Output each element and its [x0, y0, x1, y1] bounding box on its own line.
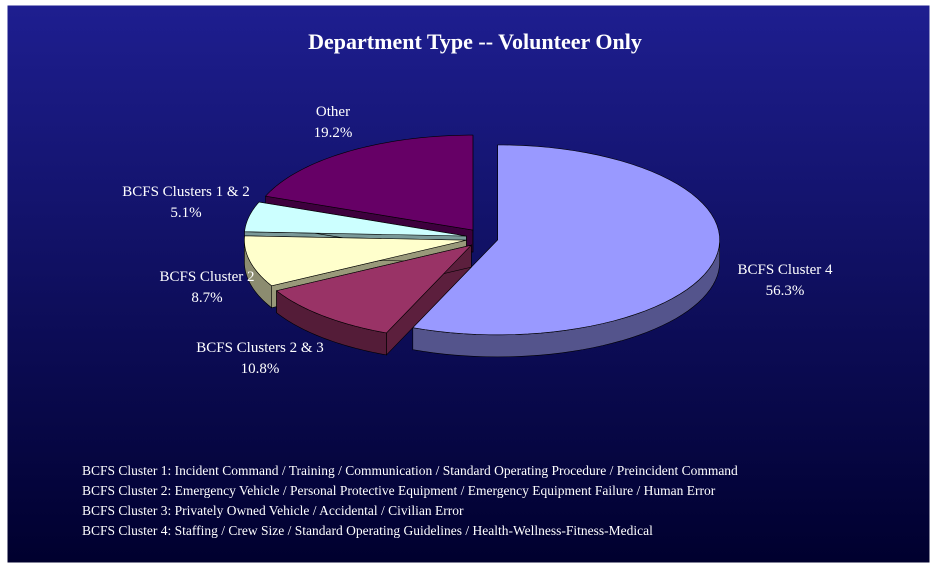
note: BCFS Cluster 4: Staffing / Crew Size / S… [82, 523, 653, 538]
note: BCFS Cluster 1: Incident Command / Train… [82, 463, 738, 478]
labels: BCFS Cluster 4 56.3% BCFS Clusters 2 & 3 10… [122, 104, 833, 377]
slice-label: BCFS Clusters 1 & 2 [122, 184, 250, 200]
slice-label: BCFS Clusters 2 & 3 [196, 340, 324, 356]
slice-top [244, 201, 467, 237]
value-label: 19.2% [314, 125, 353, 141]
chart-title: Department Type -- Volunteer Only [308, 29, 642, 54]
value-label: 10.8% [241, 361, 280, 377]
slice-label: BCFS Cluster 2 [159, 269, 254, 285]
pie [244, 134, 720, 358]
note: BCFS Cluster 3: Privately Owned Vehicle … [82, 503, 464, 518]
slice-top [265, 134, 474, 231]
note: BCFS Cluster 2: Emergency Vehicle / Pers… [82, 483, 716, 498]
slice-top [244, 235, 467, 287]
notes: BCFS Cluster 1: Incident Command / Train… [82, 463, 738, 538]
value-label: 5.1% [170, 205, 201, 221]
slice [412, 144, 720, 358]
slice-top [412, 144, 720, 336]
slice-label: Other [316, 104, 350, 120]
value-label: 56.3% [766, 283, 805, 299]
value-label: 8.7% [191, 290, 222, 306]
slice [275, 244, 473, 356]
slice-label: BCFS Cluster 4 [737, 262, 833, 278]
slice-top [275, 244, 473, 334]
